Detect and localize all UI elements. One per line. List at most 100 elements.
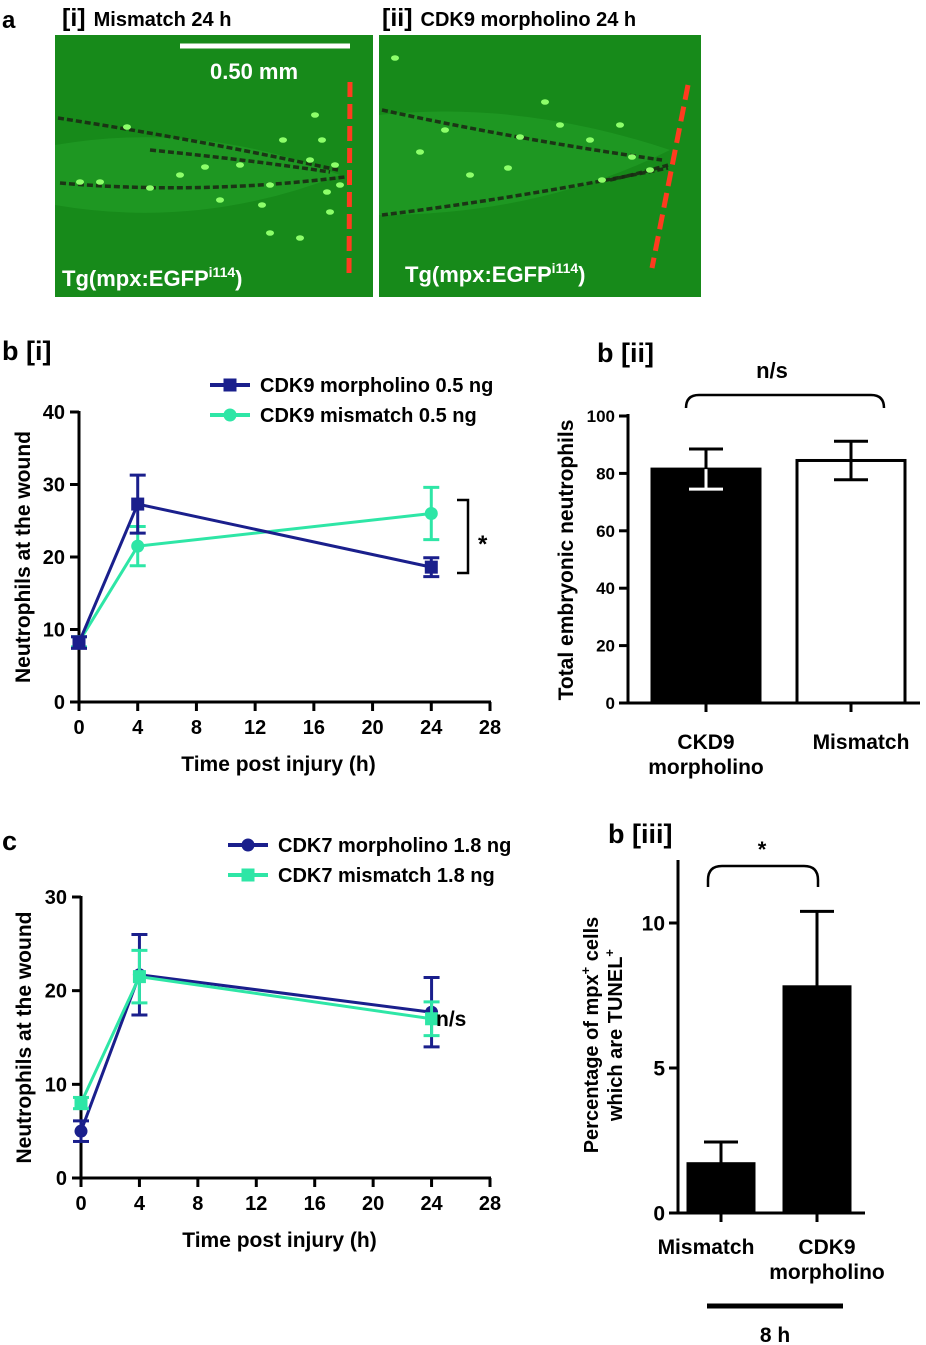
y-tick-label: 40 <box>43 402 65 424</box>
y-axis-title: Neutrophils at the wound <box>13 912 36 1164</box>
x-tick-label: 4 <box>132 717 144 739</box>
pigment-stripe-2 <box>609 163 669 182</box>
x-tick-label: 16 <box>303 717 325 739</box>
fluorescent-cell-8 <box>296 235 304 241</box>
y-axis-title-tail: cells <box>581 917 603 967</box>
fluorescent-cell-9 <box>628 154 636 160</box>
x-tick-label: 24 <box>420 1193 443 1215</box>
chart-c: c 0 10 20 30 0 4 8 12 16 20 24 28 Time post injury (h… <box>2 826 511 1252</box>
data-point-1-1 <box>131 539 145 553</box>
legend-marker-1 <box>223 408 237 422</box>
chart-b-i: b [i] 0 10 20 30 40 0 4 8 12 16 20 24 28 Time post inj… <box>2 336 501 776</box>
fluorescent-cell-3 <box>516 134 524 140</box>
fluorescent-cell-7 <box>266 230 274 236</box>
legend-entry-1: CDK7 mismatch 1.8 ng <box>278 865 495 887</box>
x-tick-label: Mismatch <box>658 1236 755 1259</box>
pigment-stripe-1 <box>59 175 346 190</box>
fluorescent-cell-10 <box>646 167 654 173</box>
x-tick-label: CKD9 <box>677 731 734 754</box>
fluorescent-cell-11 <box>598 177 606 183</box>
fluorescent-cell-13 <box>336 182 344 188</box>
legend-entry-0: CDK9 morpholino 0.5 ng <box>260 375 493 397</box>
micrograph-right-detail <box>379 55 670 217</box>
fluorescent-cell-0 <box>123 124 131 130</box>
y-tick-label: 10 <box>43 620 65 642</box>
x-tick-label: Mismatch <box>813 731 910 754</box>
y-tick-label: 100 <box>587 407 615 426</box>
body-outline <box>379 111 670 215</box>
fluorescent-cell-4 <box>201 164 209 170</box>
fluorescent-cell-19 <box>176 172 184 178</box>
x-tick-label: 24 <box>420 717 443 739</box>
fluorescent-cell-5 <box>236 162 244 168</box>
series-line-0 <box>77 502 432 644</box>
amputation-line-right <box>649 84 691 269</box>
y-tick-label: 80 <box>596 464 615 483</box>
x-tick-label: 28 <box>479 1193 501 1215</box>
micrograph-right-index: [ii] <box>382 4 413 32</box>
significance-label: * <box>478 531 488 558</box>
y-tick-label: 40 <box>596 579 615 598</box>
x-tick-label: 4 <box>134 1193 146 1215</box>
data-point-0-0 <box>72 636 86 650</box>
y-tick-label: 0 <box>54 692 65 714</box>
fluorescent-cell-2 <box>96 179 104 185</box>
significance-label: n/s <box>436 1008 466 1031</box>
pigment-stripe-0 <box>381 108 663 162</box>
bar-0 <box>686 1162 756 1215</box>
y-tick-label: 10 <box>642 912 665 935</box>
panel-label: b [ii] <box>597 338 654 368</box>
fluorescent-cell-12 <box>466 172 474 178</box>
pigment-stripe-1 <box>381 166 669 217</box>
x-tick-label: CDK9 <box>798 1236 855 1259</box>
y-axis-title: Total embryonic neutrophils <box>555 420 578 701</box>
micrograph-left-title: [i] Mismatch 24 h <box>62 4 231 32</box>
y-axis-title-text: which are TUNEL <box>605 957 627 1122</box>
fluorescent-cell-6 <box>556 122 564 128</box>
transgene-label-left: Tg(mpx:EGFPi114) <box>62 264 242 291</box>
significance-label: n/s <box>756 358 788 383</box>
x-tick-label: 0 <box>75 1193 86 1215</box>
pigment-stripe-2 <box>149 148 331 174</box>
fluorescent-cell-6 <box>258 202 266 208</box>
y-tick-label: 20 <box>45 981 67 1003</box>
scale-bar-label: 0.50 mm <box>210 59 298 84</box>
data-point-1-2 <box>424 507 438 520</box>
bar-1 <box>795 458 907 705</box>
significance-bracket <box>457 498 470 575</box>
x-tick-label: 8 <box>192 1193 203 1215</box>
x-tick-label: 8 <box>191 717 202 739</box>
x-tick-label: 12 <box>245 1193 267 1215</box>
data-point-0-1 <box>131 497 145 511</box>
fluorescent-cell-17 <box>266 182 274 188</box>
amputation-line-left <box>346 81 353 277</box>
y-tick-label: 20 <box>596 637 615 656</box>
series-line-0 <box>79 973 432 1132</box>
legend-marker-0 <box>241 838 255 852</box>
fluorescent-cell-2 <box>441 127 449 133</box>
bar-0 <box>650 467 762 705</box>
y-tick-label: 20 <box>43 547 65 569</box>
fluorescent-cell-12 <box>326 209 334 215</box>
fluorescent-cell-1 <box>76 179 84 185</box>
legend-entry-0: CDK7 morpholino 1.8 ng <box>278 835 511 857</box>
y-tick-label: 0 <box>56 1168 67 1190</box>
x-tick-label: 20 <box>361 717 383 739</box>
y-axis-title-superscript: + <box>578 966 593 974</box>
x-tick-label: 12 <box>244 717 266 739</box>
data-point-0-0 <box>74 1124 88 1138</box>
y-tick-label: 60 <box>596 522 615 541</box>
fluorescent-cell-16 <box>306 157 314 163</box>
fluorescent-cell-15 <box>279 137 287 143</box>
fluorescent-cell-3 <box>146 185 154 191</box>
fluorescent-cell-7 <box>586 137 594 143</box>
fluorescent-cell-10 <box>318 137 326 143</box>
bar-1 <box>782 985 852 1215</box>
fluorescent-cell-5 <box>504 165 512 171</box>
y-axis-title-superscript: + <box>602 949 617 957</box>
transgene-label-right: Tg(mpx:EGFPi114) <box>405 260 585 287</box>
fluorescent-cell-4 <box>541 99 549 105</box>
y-tick-label: 0 <box>653 1202 665 1225</box>
